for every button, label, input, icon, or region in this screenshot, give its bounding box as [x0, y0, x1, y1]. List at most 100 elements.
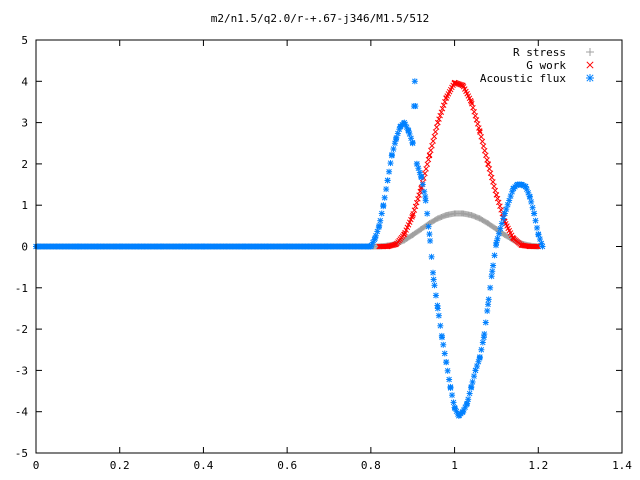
- acoustic-flux-point: [451, 404, 458, 411]
- g-work-point: [412, 203, 419, 210]
- acoustic-flux-point: [487, 284, 494, 291]
- g-work-point: [527, 243, 533, 250]
- g-work-point: [429, 142, 435, 149]
- acoustic-flux-point: [493, 239, 500, 246]
- g-work-point: [376, 243, 382, 250]
- g-work-point: [425, 156, 432, 163]
- g-work-point: [437, 112, 443, 119]
- g-work-point: [480, 143, 487, 149]
- g-work-point: [472, 113, 479, 119]
- acoustic-flux-point: [432, 292, 439, 299]
- acoustic-flux-point: [501, 210, 508, 217]
- r-stress-point: [459, 210, 466, 217]
- g-work-point: [409, 212, 416, 219]
- g-work-point: [487, 170, 494, 176]
- legend-marker: [586, 48, 594, 56]
- acoustic-flux-point: [387, 160, 394, 167]
- acoustic-flux-point: [468, 383, 475, 390]
- acoustic-flux-point: [479, 339, 486, 346]
- acoustic-flux-point: [497, 225, 504, 232]
- g-work-point: [411, 207, 418, 213]
- acoustic-flux-point: [466, 390, 473, 397]
- x-tick-label: 0.4: [193, 459, 213, 472]
- acoustic-flux-point: [528, 198, 535, 205]
- acoustic-flux-point: [473, 363, 480, 370]
- acoustic-flux-point: [326, 243, 332, 250]
- acoustic-flux-point: [284, 243, 291, 250]
- r-stress-point: [434, 215, 441, 222]
- acoustic-flux-point: [437, 322, 444, 329]
- g-work-point: [424, 161, 431, 167]
- g-work-point: [410, 211, 416, 217]
- acoustic-flux-point: [450, 399, 457, 406]
- r-stress-point: [443, 212, 450, 219]
- g-work-point: [409, 214, 415, 220]
- legend-label: G work: [526, 59, 566, 72]
- acoustic-flux-point: [376, 222, 383, 229]
- g-work-point: [451, 79, 458, 86]
- y-tick-label: -4: [15, 406, 29, 419]
- acoustic-flux-point: [472, 367, 479, 374]
- acoustic-flux-point: [200, 243, 207, 250]
- acoustic-flux-point: [507, 193, 514, 200]
- acoustic-flux-point: [415, 165, 422, 172]
- g-work-point: [473, 117, 480, 123]
- g-work-point: [393, 241, 399, 248]
- g-work-point: [518, 242, 525, 249]
- acoustic-flux-point: [381, 194, 388, 201]
- legend-label: R stress: [513, 46, 566, 59]
- g-work-point: [477, 129, 483, 135]
- legend-marker: [586, 74, 594, 82]
- acoustic-flux-point: [531, 210, 538, 217]
- g-work-point: [491, 183, 497, 189]
- y-tick-label: -2: [15, 323, 28, 336]
- data-marks: [33, 78, 546, 419]
- series-cross: [376, 79, 542, 250]
- acoustic-flux-point: [401, 119, 408, 126]
- acoustic-flux-point: [440, 341, 447, 348]
- g-work-point: [433, 124, 440, 130]
- acoustic-flux-point: [158, 243, 165, 250]
- g-work-point: [443, 95, 449, 101]
- acoustic-flux-point: [441, 350, 448, 357]
- acoustic-flux-point: [425, 223, 432, 230]
- x-tick-label: 1.2: [528, 459, 548, 472]
- x-tick-label: 0.2: [110, 459, 130, 472]
- acoustic-flux-point: [485, 296, 492, 303]
- acoustic-flux-point: [485, 301, 492, 308]
- y-tick-label: 4: [21, 75, 28, 88]
- acoustic-flux-point: [384, 177, 391, 184]
- acoustic-flux-point: [444, 367, 451, 374]
- acoustic-flux-point: [449, 392, 456, 399]
- x-tick-label: 0.6: [277, 459, 297, 472]
- g-work-point: [474, 121, 481, 127]
- acoustic-flux-point: [435, 312, 442, 319]
- y-tick-label: 3: [21, 117, 28, 130]
- acoustic-flux-point: [464, 400, 471, 407]
- acoustic-flux-point: [534, 224, 541, 231]
- acoustic-flux-point: [465, 396, 472, 403]
- r-stress-point: [493, 226, 500, 233]
- acoustic-flux-point: [494, 235, 501, 242]
- tick-labels: 0 0.2 0.4 0.6 0.8 1 1.2 1.4 -5 -4 -3 -2 -1 0 1 2 3 4 5: [15, 34, 633, 472]
- acoustic-flux-point: [367, 243, 374, 250]
- acoustic-flux-point: [510, 185, 517, 192]
- x-tick-label: 1: [451, 459, 458, 472]
- g-work-point: [533, 243, 540, 250]
- acoustic-flux-point: [392, 136, 399, 143]
- acoustic-flux-point: [522, 183, 529, 190]
- g-work-point: [483, 152, 489, 159]
- g-work-point: [479, 138, 486, 145]
- acoustic-flux-point: [476, 355, 483, 362]
- acoustic-flux-point: [394, 130, 401, 137]
- acoustic-flux-point: [412, 103, 419, 110]
- g-work-point: [534, 243, 541, 250]
- r-stress-point: [485, 220, 492, 227]
- g-work-point: [510, 235, 516, 241]
- x-tick-label: 0.8: [361, 459, 381, 472]
- y-tick-label: 2: [21, 158, 28, 171]
- acoustic-flux-point: [378, 210, 385, 217]
- y-tick-label: -1: [15, 282, 28, 295]
